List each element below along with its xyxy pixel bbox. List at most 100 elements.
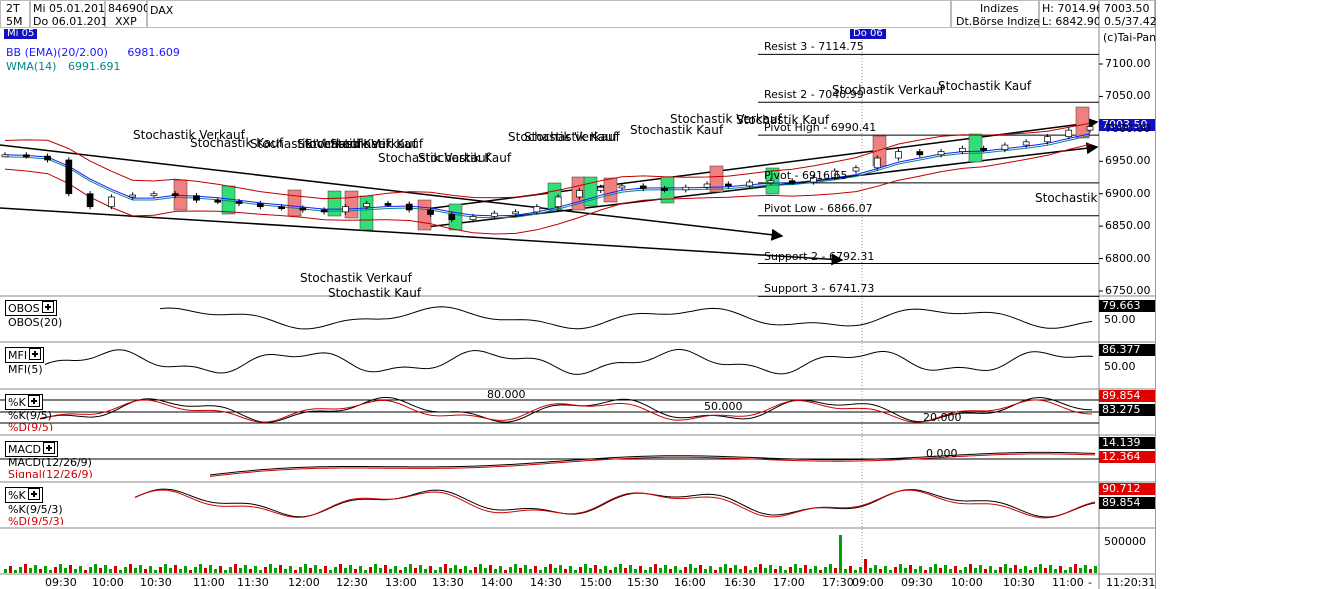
level-label: Pivot High - 6990.41 xyxy=(764,121,877,135)
volume-bar xyxy=(704,569,707,573)
price-tick-label: 6750.00 xyxy=(1105,284,1151,297)
copyright: (c)Tai-Pan xyxy=(1103,31,1157,44)
level-label: Resist 2 - 7040.99 xyxy=(764,88,864,102)
candle-body xyxy=(639,185,647,189)
volume-bar xyxy=(334,567,337,573)
time-label: 17:30 xyxy=(822,576,854,589)
price-ticks xyxy=(1099,63,1103,292)
stoch2-d-line xyxy=(134,489,1096,519)
candlesticks xyxy=(1,123,1094,223)
stoch-k-value: 89.854 xyxy=(1099,390,1155,402)
level-label: Resist 3 - 7114.75 xyxy=(764,40,864,54)
candle-body xyxy=(703,183,711,188)
volume-bar xyxy=(329,570,332,573)
volume-bar xyxy=(474,567,477,573)
candle-body xyxy=(320,209,328,213)
mfi-tag[interactable]: MFI xyxy=(5,347,45,363)
volume-bar xyxy=(24,564,27,573)
candle-body xyxy=(937,151,945,156)
trend-line-down-2 xyxy=(0,207,844,266)
signal-annotation: Stochastik Kauf xyxy=(938,79,1032,93)
stoch-tag[interactable]: %K xyxy=(5,394,43,410)
volume-bar xyxy=(634,569,637,573)
signal-annotation: Stochastik Kauf xyxy=(524,130,618,144)
signal-annotation: Stochastik Verkauf xyxy=(250,137,362,151)
signal-annotation: Stochastik Kauf xyxy=(330,137,424,151)
volume-bar xyxy=(229,567,232,573)
volume-bar xyxy=(484,568,487,573)
volume-bar xyxy=(649,567,652,573)
volume-bar xyxy=(444,564,447,573)
wma-name: WMA(14) xyxy=(6,60,57,73)
plus-icon[interactable] xyxy=(41,301,54,313)
time-label: 11:00 xyxy=(193,576,225,589)
volume-bar xyxy=(29,568,32,573)
volume-bar xyxy=(1034,567,1037,573)
candle-body xyxy=(1001,144,1009,150)
plus-icon[interactable] xyxy=(42,442,55,454)
volume-bar xyxy=(479,564,482,573)
obos-line xyxy=(159,306,1093,330)
candle-body xyxy=(363,203,371,208)
signal-sub: Signal(12/26/9) xyxy=(8,468,93,478)
time-label: - xyxy=(1088,576,1092,589)
volume-bar xyxy=(764,568,767,573)
volume-bar xyxy=(439,567,442,573)
volume-bar xyxy=(104,565,107,573)
candle-body xyxy=(682,186,690,191)
volume-bar xyxy=(289,566,292,573)
price-tick-label: 6800.00 xyxy=(1105,251,1151,265)
category-1: Indizes xyxy=(980,2,1019,15)
volume-bar xyxy=(659,568,662,573)
volume-bar xyxy=(269,564,272,573)
volume-bar xyxy=(1059,566,1062,573)
volume-bar xyxy=(974,568,977,573)
candle-body xyxy=(469,216,477,221)
plus-icon[interactable] xyxy=(27,488,40,500)
volume-bar xyxy=(394,566,397,573)
signal-annotation: Stochastik Verkauf xyxy=(670,112,782,126)
volume-bar xyxy=(574,570,577,573)
plus-icon[interactable] xyxy=(29,348,42,360)
signal-annotation-edge: Stochastik Verkauf xyxy=(1035,191,1099,205)
volume-bar xyxy=(939,568,942,573)
candle-body xyxy=(895,151,902,159)
stoch2-tag[interactable]: %K xyxy=(5,487,43,503)
obos-tag[interactable]: OBOS xyxy=(5,300,57,316)
candle-body xyxy=(831,170,839,178)
signal-line xyxy=(209,453,1096,477)
volume-bar xyxy=(79,566,82,573)
volume-bar xyxy=(449,568,452,573)
volume-bar xyxy=(909,565,912,573)
header-period-cell[interactable]: 2T 5M xyxy=(0,0,30,28)
volume-bar xyxy=(359,566,362,573)
candle-body xyxy=(384,203,392,206)
stoch-level-20: 20.000 xyxy=(923,411,962,424)
wma-value: 6991.691 xyxy=(67,60,121,73)
price-tick-label: 6850.00 xyxy=(1105,219,1151,233)
time-label: 09:00 xyxy=(852,576,884,589)
stoch2-d-sub: %D(9/5/3) xyxy=(8,515,64,525)
volume-bar xyxy=(604,566,607,573)
chart-svg[interactable] xyxy=(0,0,1155,589)
signal-annotation: Stochastik Kauf xyxy=(328,286,422,300)
obos-sub: OBOS(20) xyxy=(8,316,63,329)
volume-bar xyxy=(869,568,872,573)
candle-body xyxy=(746,181,753,187)
macd-tag[interactable]: MACD xyxy=(5,441,58,457)
volume-bar xyxy=(829,564,832,573)
volume-bar xyxy=(4,569,7,573)
volume-bar xyxy=(364,570,367,573)
obos-tick: 50.00 xyxy=(1104,313,1136,326)
mfi-tick: 50.00 xyxy=(1104,360,1136,373)
volume-bar xyxy=(894,567,897,573)
volume-bar xyxy=(929,567,932,573)
volume-bar xyxy=(874,565,877,573)
stoch2-tag-label: %K xyxy=(8,489,26,502)
signal-annotation: Stochastik Kauf xyxy=(736,113,830,127)
volume-bar xyxy=(819,570,822,573)
stoch-level-80: 80.000 xyxy=(487,388,526,401)
plus-icon[interactable] xyxy=(27,395,40,407)
candle-body xyxy=(512,211,519,215)
volume-bar xyxy=(1084,565,1087,573)
